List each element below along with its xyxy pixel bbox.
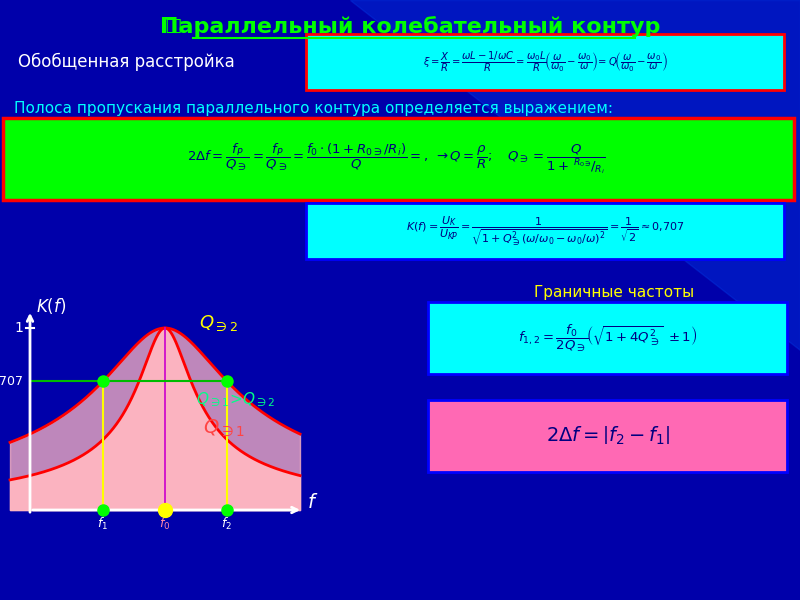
- FancyBboxPatch shape: [306, 203, 784, 259]
- Text: $f_2$: $f_2$: [222, 516, 233, 532]
- Text: 1: 1: [14, 321, 23, 335]
- Text: Параллельный колебательный контур: Параллельный колебательный контур: [160, 17, 660, 37]
- FancyBboxPatch shape: [306, 34, 784, 90]
- Text: $Q_{\ni 2}$: $Q_{\ni 2}$: [199, 313, 238, 332]
- Text: $f$: $f$: [307, 493, 318, 511]
- Text: Полоса пропускания параллельного контура определяется выражением:: Полоса пропускания параллельного контура…: [14, 100, 613, 115]
- FancyBboxPatch shape: [3, 118, 794, 200]
- Text: Обобщенная расстройка: Обобщенная расстройка: [18, 53, 234, 71]
- Text: $f_0$: $f_0$: [159, 516, 170, 532]
- FancyBboxPatch shape: [428, 302, 787, 374]
- Text: $\xi = \dfrac{X}{R} = \dfrac{\omega L - 1/\omega C}{R} = \dfrac{\omega_0 L}{R}\!: $\xi = \dfrac{X}{R} = \dfrac{\omega L - …: [422, 50, 667, 74]
- Text: $Q_{\ni 1}$: $Q_{\ni 1}$: [203, 418, 245, 439]
- Text: $f_{1,2} = \dfrac{f_0}{2Q_{\ni}}\!\left(\sqrt{1+4Q_{\ni}^2}\;\pm 1\right)$: $f_{1,2} = \dfrac{f_0}{2Q_{\ni}}\!\left(…: [518, 322, 698, 353]
- Text: ☐: ☐: [164, 17, 182, 37]
- Polygon shape: [350, 0, 800, 350]
- Text: $K(f)$: $K(f)$: [36, 296, 66, 316]
- Text: $f_1$: $f_1$: [98, 516, 109, 532]
- Text: $2\Delta f = \left|f_2 - f_1\right|$: $2\Delta f = \left|f_2 - f_1\right|$: [546, 425, 670, 447]
- Text: $2\Delta f = \dfrac{f_P}{Q_{\ni}} = \dfrac{f_P}{Q_{\ni}} = \dfrac{f_0 \cdot (1 +: $2\Delta f = \dfrac{f_P}{Q_{\ni}} = \dfr…: [186, 142, 606, 176]
- Text: Граничные частоты: Граничные частоты: [534, 284, 694, 299]
- Text: $Q_{\ni 1}\!>\!Q_{\ni 2}$: $Q_{\ni 1}\!>\!Q_{\ni 2}$: [196, 391, 276, 409]
- Text: 0,707: 0,707: [0, 375, 23, 388]
- FancyBboxPatch shape: [428, 400, 787, 472]
- Text: $K(f) = \dfrac{U_K}{U_{K\!P}} = \dfrac{1}{\sqrt{1+Q_{\ni}^2(\omega/\omega_0-\ome: $K(f) = \dfrac{U_K}{U_{K\!P}} = \dfrac{1…: [406, 214, 684, 248]
